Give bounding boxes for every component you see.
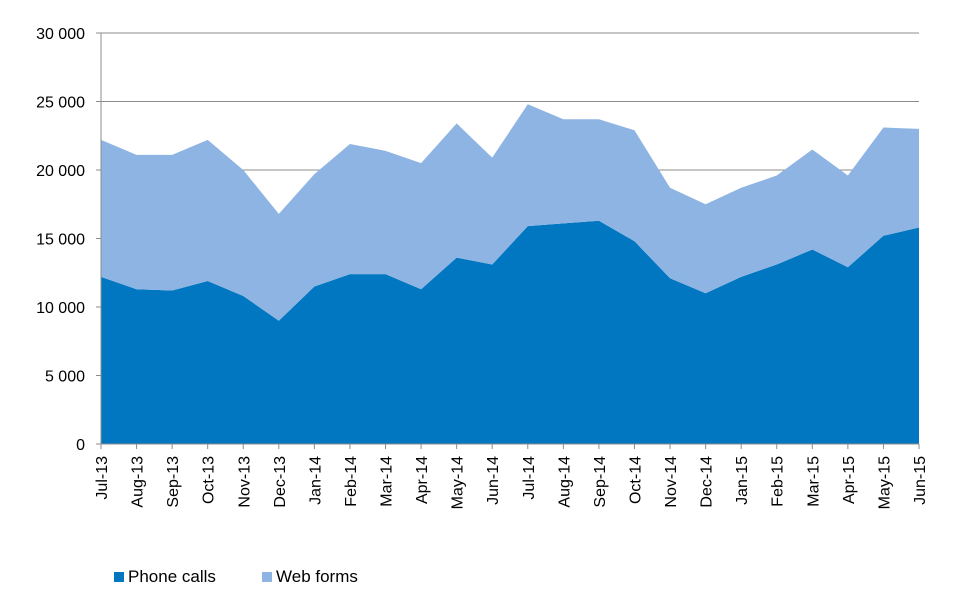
x-tick-label-2: Sep-13 [165, 456, 182, 508]
y-tick-label-0: 0 [76, 437, 85, 454]
chart-areas [101, 104, 919, 444]
x-tick-label-15: Oct-14 [627, 456, 644, 504]
legend-label-2: Web forms [276, 567, 358, 586]
area-series-2 [101, 104, 919, 321]
y-tick-label-2: 10 000 [36, 300, 85, 317]
x-tick-label-21: Apr-15 [841, 456, 858, 504]
legend-label-1: Phone calls [128, 567, 216, 586]
x-tick-label-12: Jul-14 [521, 456, 538, 500]
x-tick-label-17: Dec-14 [699, 456, 716, 508]
y-tick-label-4: 20 000 [36, 163, 85, 180]
x-tick-label-11: Jun-14 [485, 456, 502, 505]
y-tick-label-5: 25 000 [36, 95, 85, 112]
y-tick-label-6: 30 000 [36, 26, 85, 43]
x-tick-label-7: Feb-14 [343, 456, 360, 507]
x-tick-label-0: Jul-13 [94, 456, 111, 500]
x-tick-label-23: Jun-15 [912, 456, 929, 505]
x-tick-label-5: Dec-13 [272, 456, 289, 508]
x-tick-label-22: May-15 [876, 456, 893, 509]
x-tick-label-1: Aug-13 [130, 456, 147, 508]
area-series-1 [101, 220, 919, 444]
x-tick-label-13: Aug-14 [556, 456, 573, 508]
legend-swatch-1 [114, 572, 124, 582]
x-tick-label-6: Jan-14 [307, 456, 324, 505]
x-tick-label-3: Oct-13 [201, 456, 218, 504]
y-tick-label-3: 15 000 [36, 232, 85, 249]
x-tick-label-19: Feb-15 [770, 456, 787, 507]
x-tick-label-10: May-14 [450, 456, 467, 509]
x-tick-label-4: Nov-13 [236, 456, 253, 508]
legend-swatch-2 [262, 572, 272, 582]
x-tick-label-14: Sep-14 [592, 456, 609, 508]
y-axis-ticks: 0 5 000 10 000 15 000 20 000 25 000 30 000 [36, 26, 101, 454]
x-axis-ticks: Jul-13 Aug-13 Sep-13 Oct-13 Nov-13 Dec-13 Jan-… [94, 444, 929, 509]
y-tick-label-1: 5 000 [45, 369, 85, 386]
x-tick-label-8: Mar-14 [379, 456, 396, 507]
legend: Phone calls Web forms [114, 567, 358, 586]
x-tick-label-9: Apr-14 [414, 456, 431, 504]
x-tick-label-16: Nov-14 [663, 456, 680, 508]
x-tick-label-20: Mar-15 [805, 456, 822, 507]
x-tick-label-18: Jan-15 [734, 456, 751, 505]
